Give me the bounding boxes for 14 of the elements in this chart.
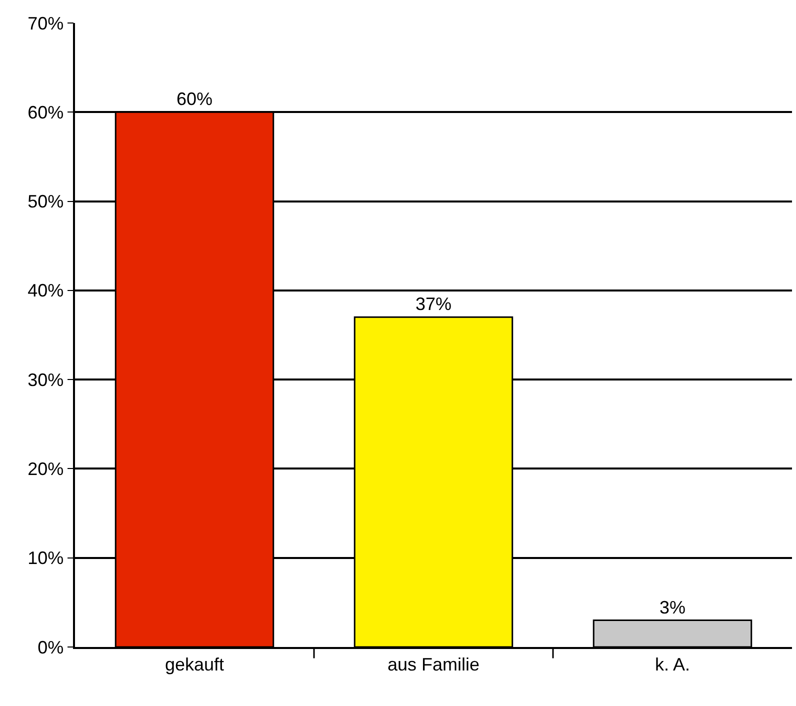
y-tick-label: 70% xyxy=(28,13,64,34)
x-tick-label: gekauft xyxy=(164,654,224,674)
y-tick-label: 40% xyxy=(28,280,64,301)
y-tick-label: 30% xyxy=(28,370,64,390)
y-tick-label: 50% xyxy=(28,192,64,212)
data-label: 37% xyxy=(415,294,452,314)
y-tick-label: 20% xyxy=(28,459,64,480)
y-tick-label: 60% xyxy=(28,102,64,122)
x-tick-label: k. A. xyxy=(654,654,690,674)
data-label: 3% xyxy=(659,597,686,618)
y-tick-label: 0% xyxy=(38,637,64,658)
y-tick-label: 10% xyxy=(28,548,64,568)
x-tick-label: aus Familie xyxy=(387,654,480,674)
data-label: 60% xyxy=(176,89,213,110)
